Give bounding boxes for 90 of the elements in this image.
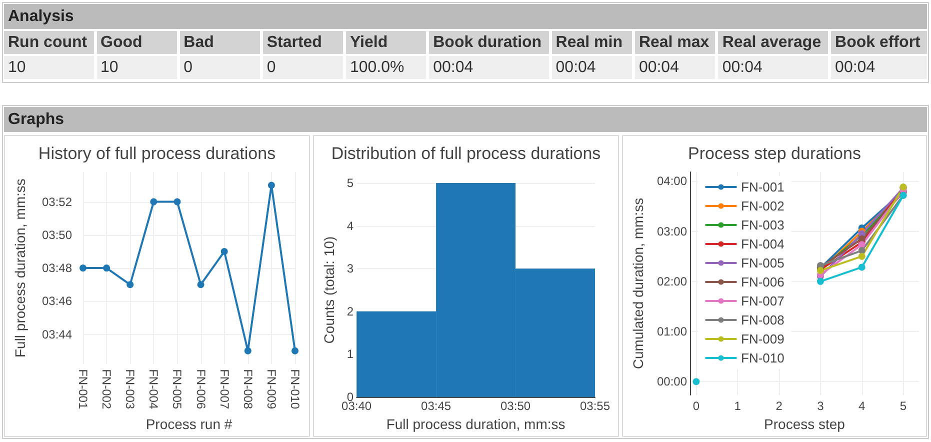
x-tick-label: FN-009 [264,369,278,410]
text: 00:04 [638,59,679,76]
legend-label: FN-001 [741,180,784,194]
text: 00:04 [722,59,762,76]
point [220,248,228,255]
point [858,247,866,254]
category-label: Real min [552,31,632,54]
point [858,264,866,271]
text: 0 [266,59,276,76]
text: 00:04 [835,59,876,76]
y-tick-label: 2 [346,304,354,318]
x-tick-label: FN-004 [146,369,161,410]
y-tick-label: 01:00 [656,324,688,339]
text: 10 [100,59,118,76]
legend-label: FN-002 [741,198,784,214]
legend-label: FN-008 [741,312,784,328]
x-tick-label: 03:55 [580,399,610,413]
y-tick-label: 03:00 [656,224,688,238]
x-axis-title: Full process duration, mm:ss [386,416,566,432]
legend-label: FN-010 [741,350,784,366]
x-tick-label: 0 [692,399,700,413]
x-tick-label: FN-007 [217,369,232,410]
x-tick-label: 3 [817,399,824,413]
point [268,182,275,189]
point [126,281,134,288]
point [174,198,181,206]
point [197,281,204,288]
chart-title: History of full process durations [38,144,276,163]
y-tick-label: 02:00 [656,274,688,288]
text: Analysis [4,4,927,29]
y-tick-label: 3 [346,262,354,276]
point [103,264,110,272]
y-axis-title: Cumulated duration, mm:ss [630,198,646,370]
x-tick-label: 4 [858,399,866,413]
text: 10 [8,59,26,76]
point [244,347,252,354]
category-label: Book effort [831,31,927,54]
y-tick-label: 00:00 [656,374,688,389]
y-axis-title: Counts (total: 10) [321,236,337,344]
x-tick-label: FN-003 [123,369,138,410]
x-axis-title: Process run # [146,416,232,432]
y-tick-label: 03:52 [42,194,72,209]
category-label: Book duration [429,31,549,54]
point [80,264,86,272]
category-label: Yield [346,31,426,54]
y-tick-label: 1 [346,347,354,362]
legend-label: FN-006 [741,274,784,290]
point [292,347,298,354]
y-tick-label: 4 [346,218,354,233]
point [858,252,866,260]
category-label: Real max [634,31,716,54]
text: Graphs [4,107,927,132]
category-label: Good [96,31,177,54]
legend-label: FN-003 [741,218,784,232]
x-tick-label: FN-010 [288,369,302,410]
point [692,378,700,386]
y-axis-title: Full process duration, mm:ss [12,178,28,358]
text: 00:04 [433,59,474,76]
x-tick-label: FN-005 [170,369,184,410]
text: 100.0% [350,59,404,76]
x-tick-label: FN-001 [76,369,90,410]
x-axis-title: Process step [764,416,846,432]
x-tick-label: 03:45 [421,399,452,413]
legend-label: FN-004 [741,236,784,252]
legend-label: FN-009 [741,332,784,346]
text: 0 [184,59,193,76]
point [150,198,158,206]
x-tick-label: FN-002 [100,369,114,410]
point [816,278,824,285]
x-tick-label: 5 [900,399,907,413]
y-tick-label: 03:44 [42,327,72,342]
legend-label: FN-005 [741,256,784,270]
chart-title: Distribution of full process durations [331,144,601,163]
category-label: Bad [180,31,260,54]
x-tick-label: 2 [776,399,783,413]
chart-title: Process step durations [688,144,861,163]
text: 00:04 [556,59,596,76]
y-tick-label: 03:46 [42,294,72,308]
y-tick-label: 03:50 [42,228,72,242]
x-tick-label: FN-008 [240,369,255,410]
category-label: Real average [718,31,828,54]
category-label: Started [262,31,343,54]
y-tick-label: 5 [346,176,354,190]
y-tick-label: 03:48 [42,261,72,276]
y-tick-label: 04:00 [656,174,688,188]
x-tick-label: 03:50 [500,399,531,413]
x-tick-label: FN-006 [194,369,208,410]
category-label: Run count [4,31,94,54]
legend-label: FN-007 [741,294,784,308]
x-tick-label: 1 [734,399,742,413]
